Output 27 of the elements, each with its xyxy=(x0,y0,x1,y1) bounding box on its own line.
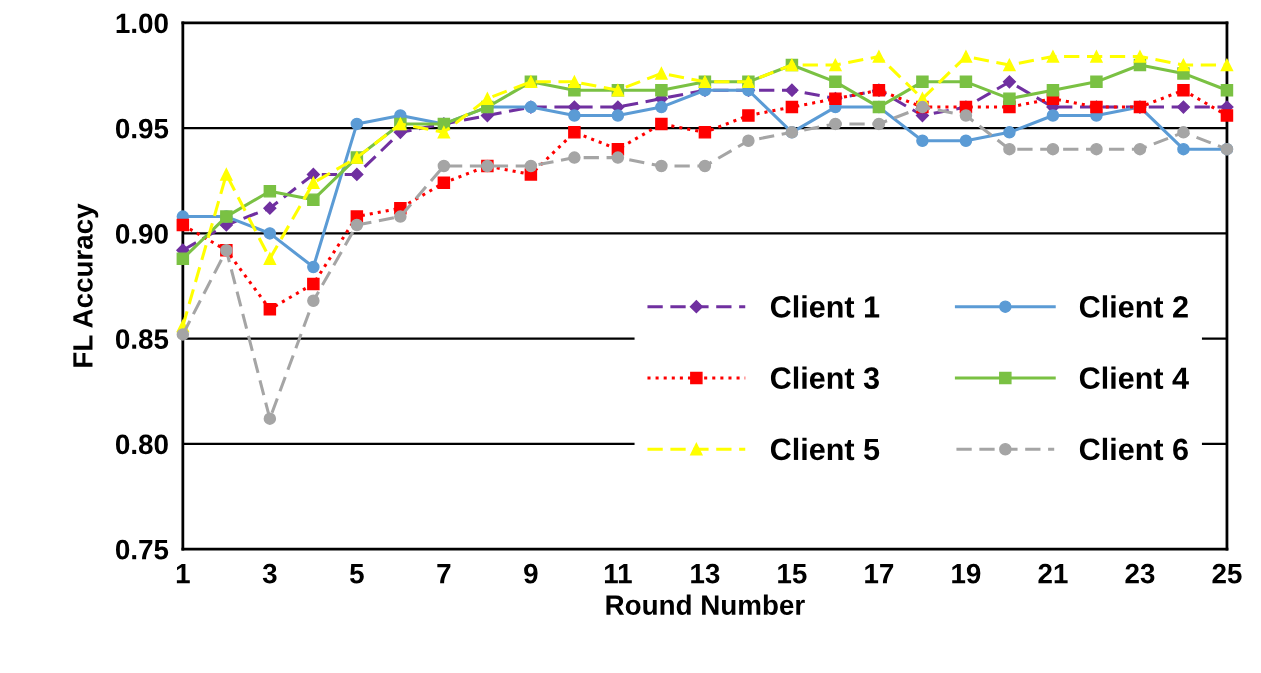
y-tick-label: 0.90 xyxy=(116,224,168,244)
x-tick-label: 17 xyxy=(865,564,894,584)
legend-label: Client 5 xyxy=(770,437,880,461)
x-tick-label: 3 xyxy=(262,563,277,584)
x-tick-label: 11 xyxy=(604,564,632,584)
y-tick-label: 1.00 xyxy=(116,13,168,34)
x-tick-label: 23 xyxy=(1125,563,1155,584)
legend-label: Client 3 xyxy=(770,366,879,389)
x-axis-title: Round Number xyxy=(606,594,805,615)
y-tick-label: 0.75 xyxy=(116,539,169,560)
legend-label: Client 2 xyxy=(1079,295,1188,318)
y-axis-title: FL Accuracy xyxy=(73,203,99,367)
legend-label: Client 1 xyxy=(770,295,880,318)
x-tick-label: 19 xyxy=(952,563,981,584)
x-tick-label: 13 xyxy=(691,563,720,584)
y-tick-label: 0.80 xyxy=(116,434,168,455)
x-tick-label: 21 xyxy=(1038,563,1068,584)
legend-label: Client 4 xyxy=(1079,366,1189,389)
x-tick-label: 1 xyxy=(176,564,190,584)
y-tick-label: 0.85 xyxy=(116,329,169,349)
legend-label: Client 6 xyxy=(1079,437,1188,461)
x-tick-label: 15 xyxy=(778,564,807,584)
x-tick-label: 9 xyxy=(524,563,538,584)
y-tick-label: 0.95 xyxy=(116,118,169,139)
x-tick-label: 25 xyxy=(1212,563,1242,584)
x-tick-label: 5 xyxy=(349,564,364,584)
x-tick-label: 7 xyxy=(437,564,451,584)
